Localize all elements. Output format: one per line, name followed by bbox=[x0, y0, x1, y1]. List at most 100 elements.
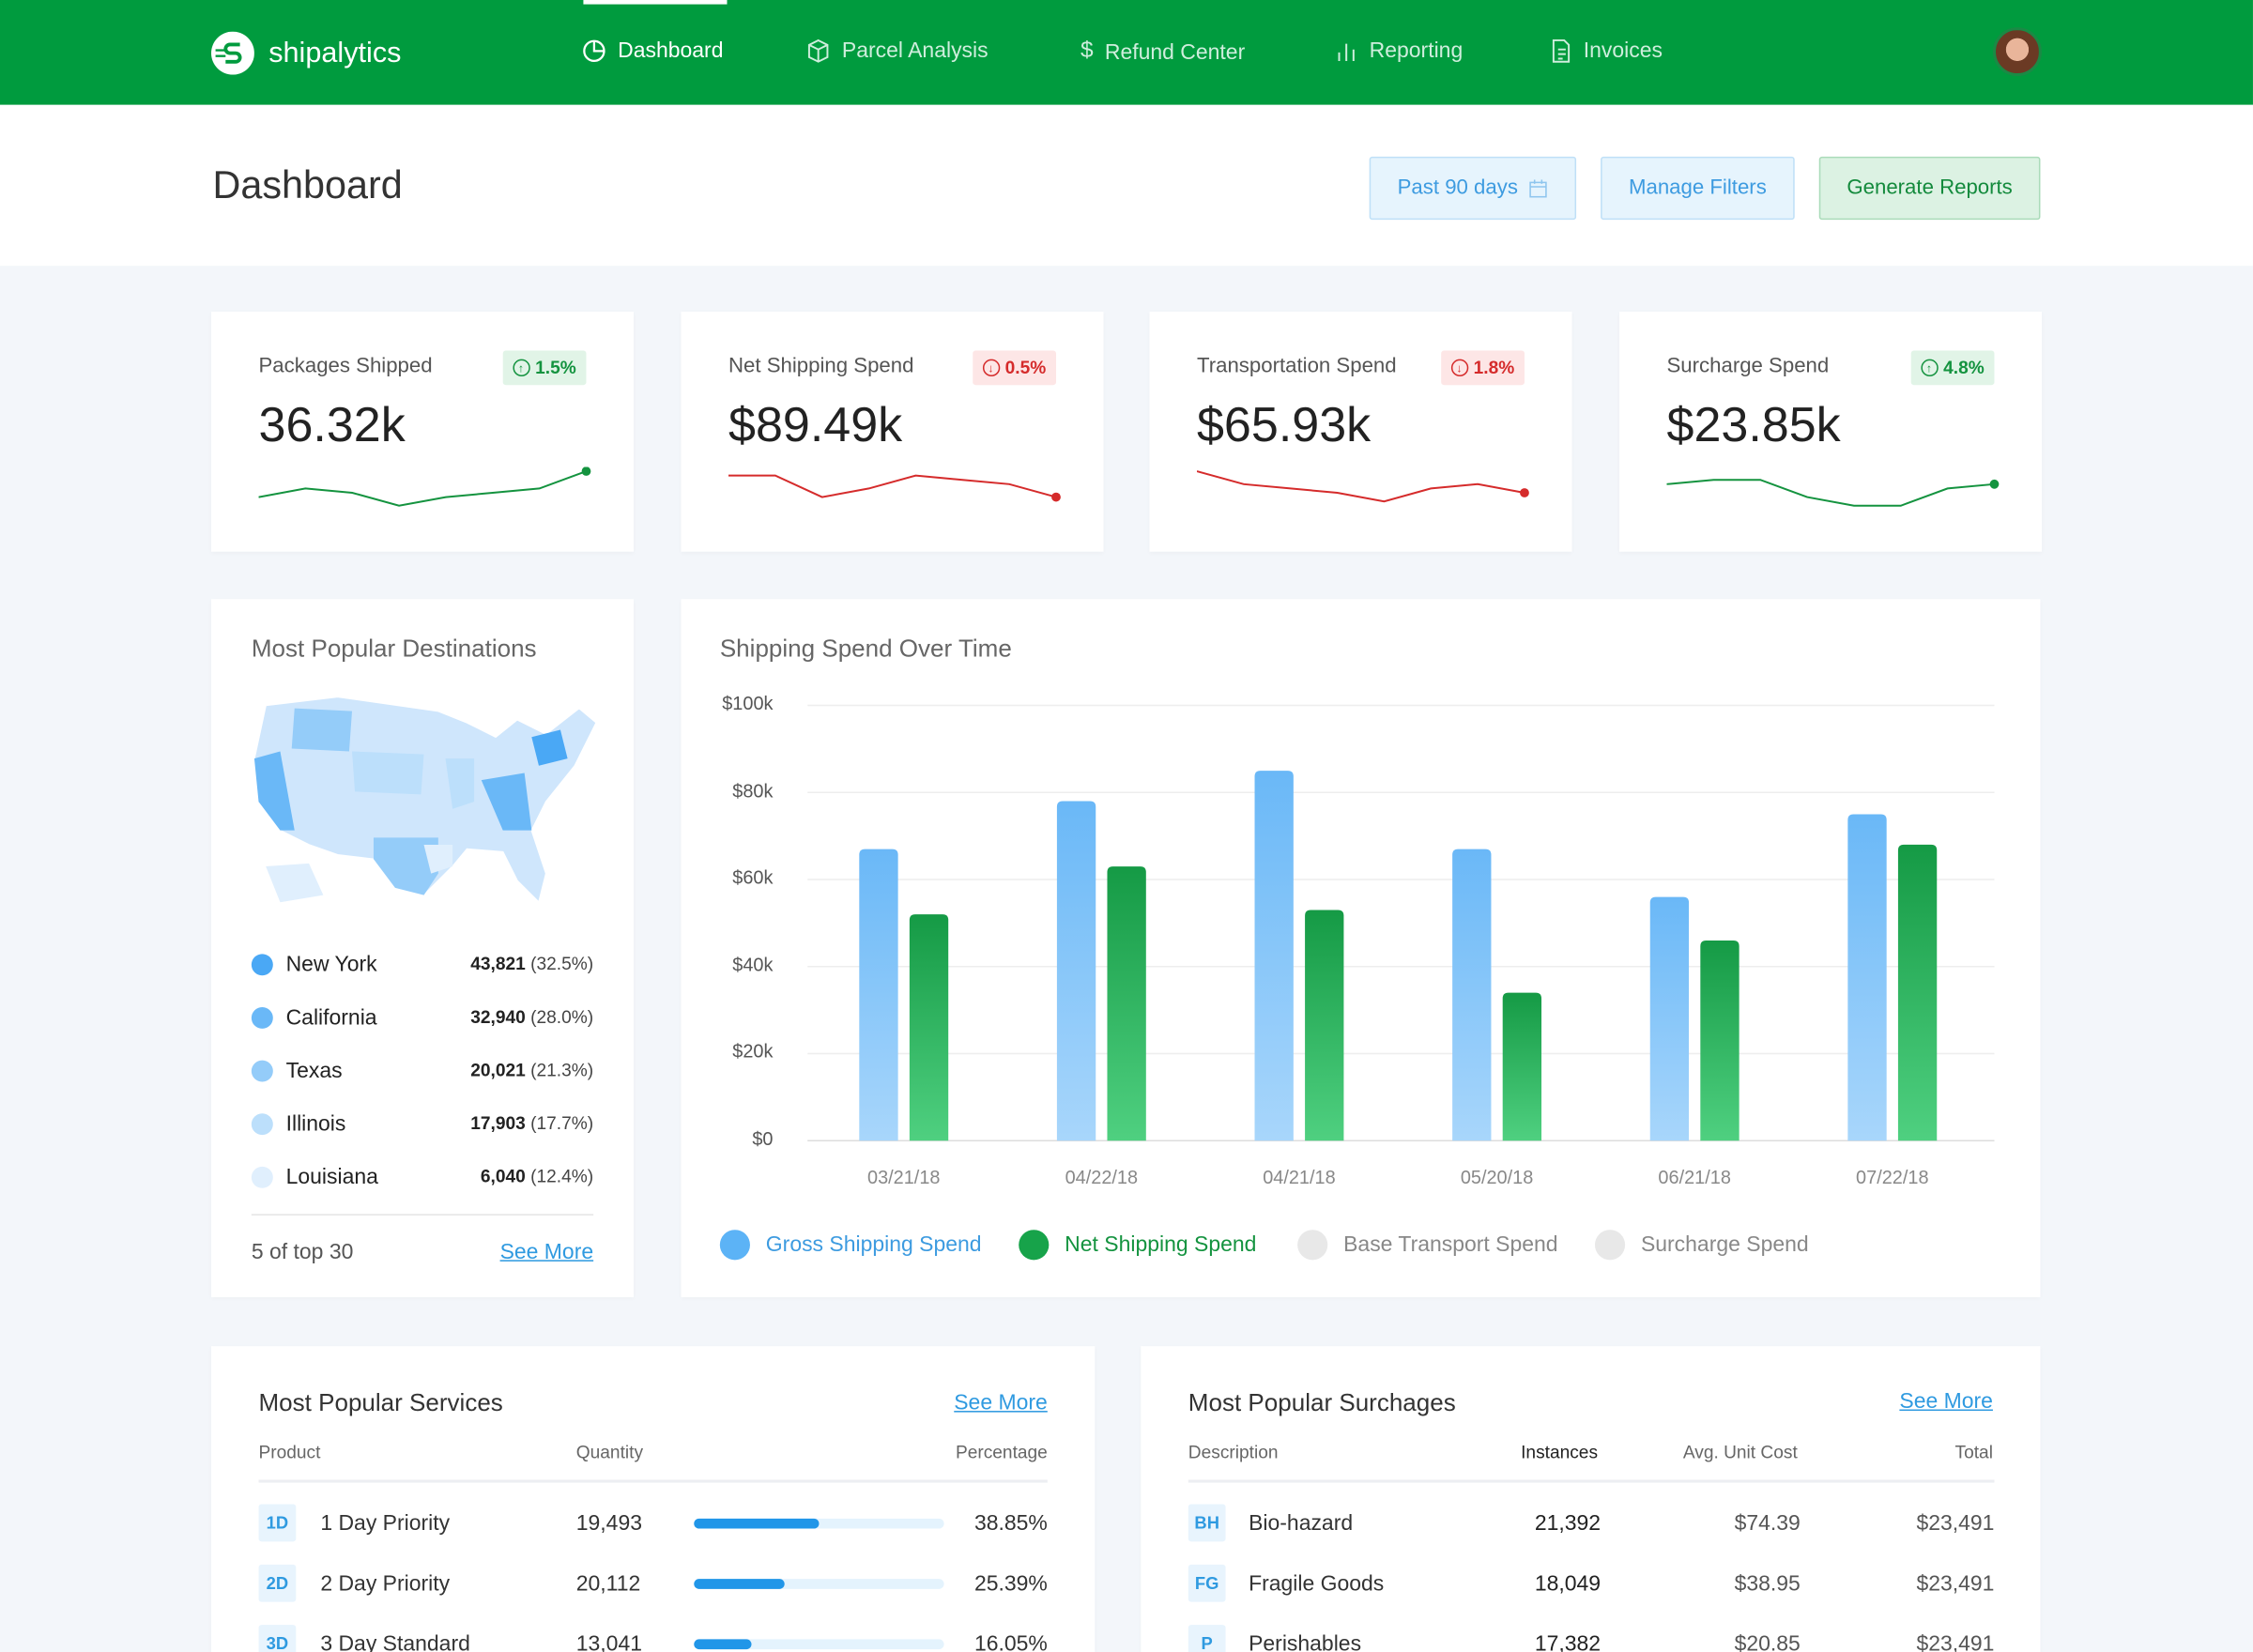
date-range-button[interactable]: Past 90 days bbox=[1369, 156, 1577, 221]
surcharge-row[interactable]: FG Fragile Goods 18,049 $38.95 $23,491 bbox=[1188, 1560, 1994, 1606]
surcharge-total: $23,491 bbox=[1916, 1630, 1995, 1652]
chart-legend-item[interactable]: Surcharge Spend bbox=[1594, 1230, 1809, 1261]
nav-label: Parcel Analysis bbox=[841, 38, 989, 64]
legend-label: Base Transport Spend bbox=[1343, 1232, 1558, 1258]
destinations-count: 5 of top 30 bbox=[251, 1239, 354, 1264]
kpi-sparkline bbox=[728, 474, 1061, 502]
card-title: Most Popular Services bbox=[258, 1389, 503, 1417]
destination-value: 17,903 (17.7%) bbox=[470, 1113, 593, 1133]
generate-reports-button[interactable]: Generate Reports bbox=[1818, 156, 2041, 221]
destination-pct: (28.0%) bbox=[530, 1006, 594, 1028]
surcharges-see-more-link[interactable]: See More bbox=[1899, 1389, 1993, 1415]
kpi-label: Surcharge Spend bbox=[1666, 355, 1830, 378]
nav-refund-center[interactable]: $ Refund Center bbox=[1081, 38, 1245, 65]
surcharge-total: $23,491 bbox=[1916, 1510, 1995, 1536]
service-row[interactable]: 2D 2 Day Priority 20,112 25.39% bbox=[258, 1560, 1048, 1606]
destination-color-dot bbox=[251, 1166, 273, 1188]
destination-row[interactable]: Louisiana 6,040 (12.4%) bbox=[251, 1162, 593, 1191]
service-quantity: 20,112 bbox=[575, 1570, 641, 1596]
service-percentage-bar bbox=[694, 1578, 944, 1589]
destination-pct: (32.5%) bbox=[530, 954, 594, 974]
service-code-badge: 2D bbox=[258, 1564, 297, 1602]
kpi-sparkline bbox=[1196, 470, 1529, 503]
chart-legend-item[interactable]: Net Shipping Spend bbox=[1019, 1230, 1256, 1261]
kpi-label: Transportation Spend bbox=[1196, 355, 1397, 378]
destinations-see-more-link[interactable]: See More bbox=[499, 1239, 594, 1264]
destination-color-dot bbox=[251, 1006, 273, 1029]
service-row[interactable]: 1D 1 Day Priority 19,493 38.85% bbox=[258, 1500, 1048, 1546]
surcharge-description: Fragile Goods bbox=[1249, 1570, 1385, 1596]
nav-label: Invoices bbox=[1583, 38, 1663, 64]
surcharge-row[interactable]: BH Bio-hazard 21,392 $74.39 $23,491 bbox=[1188, 1500, 1995, 1546]
nav-reporting[interactable]: Reporting bbox=[1336, 38, 1463, 63]
bar-gross[interactable] bbox=[1254, 771, 1294, 1141]
arrow-down-circle-icon: ↓ bbox=[1450, 359, 1468, 377]
destination-value: 6,040 (12.4%) bbox=[481, 1167, 593, 1186]
bar-gross[interactable] bbox=[859, 849, 898, 1141]
nav-dashboard[interactable]: Dashboard bbox=[582, 38, 723, 63]
bar-net[interactable] bbox=[909, 914, 949, 1141]
calendar-icon bbox=[1529, 178, 1548, 197]
surcharge-code-badge: BH bbox=[1188, 1504, 1226, 1542]
destination-row[interactable]: New York 43,821 (32.5%) bbox=[251, 950, 594, 979]
bar-net[interactable] bbox=[1305, 910, 1344, 1141]
services-see-more-link[interactable]: See More bbox=[954, 1390, 1048, 1415]
destination-name: Illinois bbox=[285, 1110, 346, 1136]
bar-gross[interactable] bbox=[1452, 849, 1492, 1141]
service-row[interactable]: 3D 3 Day Standard 13,041 16.05% bbox=[258, 1621, 1048, 1652]
kpi-card[interactable]: Net Shipping Spend ↓ 0.5% $89.49k bbox=[681, 312, 1104, 552]
kpi-card[interactable]: Packages Shipped ↑ 1.5% 36.32k bbox=[210, 312, 634, 552]
destination-count: 32,940 bbox=[470, 1006, 526, 1028]
surcharge-description: Bio-hazard bbox=[1249, 1510, 1354, 1536]
bar-net[interactable] bbox=[1107, 866, 1146, 1141]
kpi-card[interactable]: Surcharge Spend ↑ 4.8% $23.85k bbox=[1618, 312, 2042, 552]
logo[interactable]: shipalytics bbox=[210, 31, 402, 75]
col-header-instances: Instances bbox=[1521, 1442, 1599, 1463]
bar-gross[interactable] bbox=[1847, 814, 1887, 1141]
us-map[interactable] bbox=[252, 694, 597, 910]
destination-color-dot bbox=[251, 1059, 273, 1081]
destination-row[interactable]: Illinois 17,903 (17.7%) bbox=[251, 1109, 593, 1139]
manage-filters-button[interactable]: Manage Filters bbox=[1601, 156, 1795, 221]
nav-parcel-analysis[interactable]: Parcel Analysis bbox=[806, 38, 989, 63]
card-title: Most Popular Surchages bbox=[1188, 1389, 1456, 1417]
surcharge-row[interactable]: P Perishables 17,382 $20.85 $23,491 bbox=[1188, 1621, 1995, 1652]
surcharge-avg-cost: $20.85 bbox=[1734, 1630, 1801, 1652]
chart-legend-item[interactable]: Base Transport Spend bbox=[1297, 1230, 1558, 1261]
bar-net[interactable] bbox=[1897, 844, 1938, 1141]
kpi-card[interactable]: Transportation Spend ↓ 1.8% $65.93k bbox=[1149, 312, 1572, 552]
destination-count: 43,821 bbox=[470, 954, 526, 974]
destination-name: New York bbox=[285, 952, 377, 977]
destination-row[interactable]: Texas 20,021 (21.3%) bbox=[251, 1056, 593, 1085]
chart-legend-item[interactable]: Gross Shipping Spend bbox=[719, 1230, 982, 1261]
destination-color-dot bbox=[251, 953, 273, 975]
user-avatar[interactable] bbox=[1992, 27, 2042, 77]
kpi-change-value: 1.8% bbox=[1473, 358, 1515, 378]
app-name: shipalytics bbox=[268, 37, 402, 69]
bar-gross[interactable] bbox=[1056, 801, 1096, 1141]
surcharge-instances: 18,049 bbox=[1534, 1570, 1602, 1596]
destinations-card: Most Popular Destinations New York 43,82… bbox=[210, 599, 634, 1298]
col-header-total: Total bbox=[1954, 1442, 1993, 1463]
kpi-value: $89.49k bbox=[728, 397, 903, 453]
legend-label: Gross Shipping Spend bbox=[765, 1232, 982, 1258]
surcharge-description: Perishables bbox=[1249, 1630, 1362, 1652]
kpi-sparkline bbox=[258, 467, 591, 507]
card-title: Most Popular Destinations bbox=[251, 635, 537, 663]
destination-row[interactable]: California 32,940 (28.0%) bbox=[251, 1002, 594, 1032]
destination-pct: (17.7%) bbox=[530, 1113, 594, 1134]
x-tick-label: 04/21/18 bbox=[1263, 1166, 1336, 1188]
nav-invoices[interactable]: Invoices bbox=[1551, 38, 1663, 63]
surcharge-code-badge: FG bbox=[1188, 1564, 1226, 1602]
kpi-change-value: 1.5% bbox=[535, 358, 576, 378]
surcharge-avg-cost: $38.95 bbox=[1734, 1570, 1801, 1596]
bar-net[interactable] bbox=[1700, 940, 1740, 1141]
y-tick-label: $0 bbox=[752, 1127, 774, 1150]
nav-label: Reporting bbox=[1369, 38, 1464, 64]
bar-net[interactable] bbox=[1502, 992, 1542, 1141]
x-tick-label: 07/22/18 bbox=[1856, 1166, 1929, 1188]
nav-label: Refund Center bbox=[1104, 39, 1246, 65]
bar-gross[interactable] bbox=[1649, 896, 1690, 1141]
service-code-badge: 3D bbox=[258, 1625, 297, 1652]
